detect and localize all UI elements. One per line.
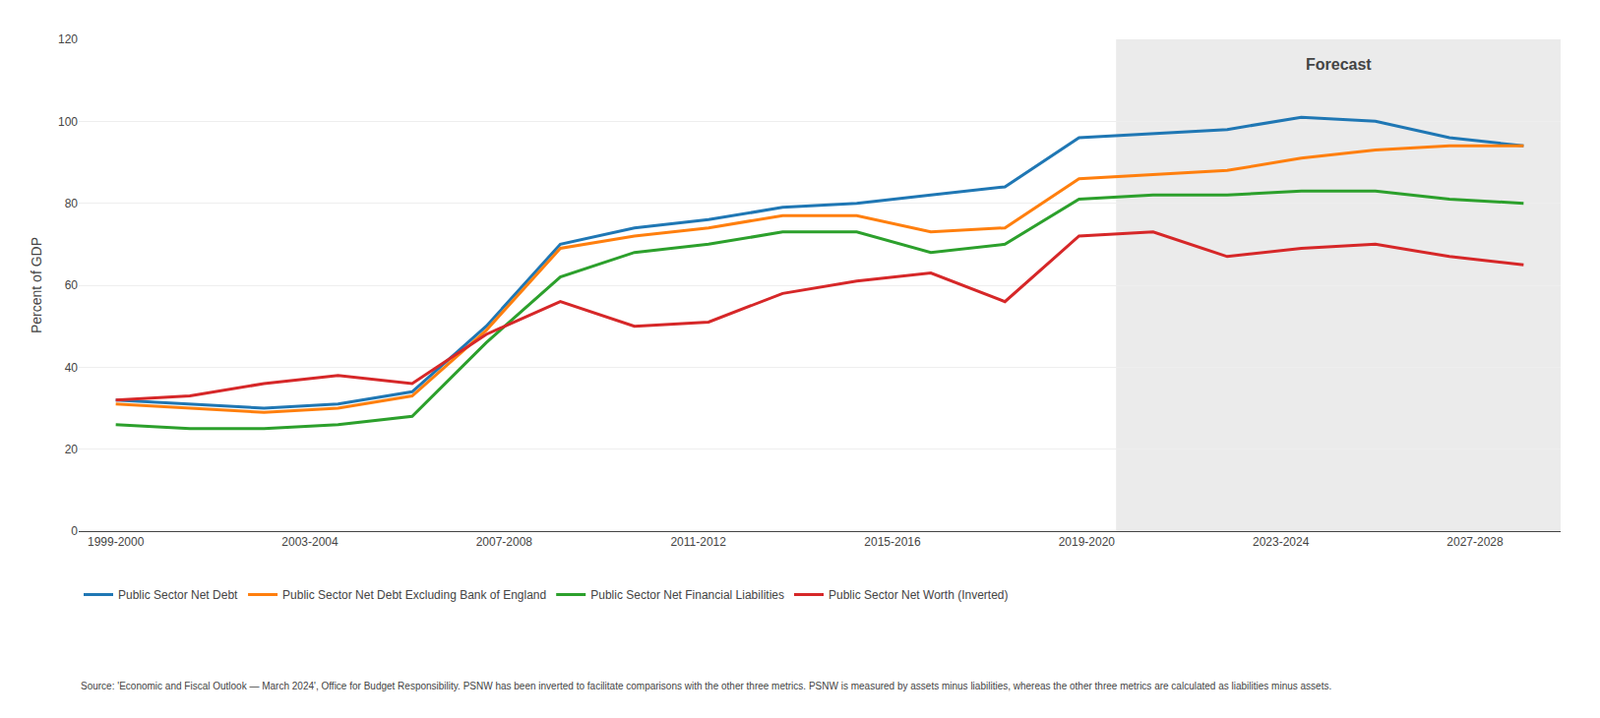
svg-text:20: 20: [64, 442, 79, 457]
svg-text:2003-2004: 2003-2004: [281, 535, 339, 550]
svg-text:Public Sector Net Financial Li: Public Sector Net Financial Liabilities: [590, 588, 785, 603]
svg-text:2019-2020: 2019-2020: [1058, 535, 1116, 550]
svg-text:60: 60: [64, 278, 79, 293]
svg-text:2015-2016: 2015-2016: [863, 535, 922, 550]
svg-text:0: 0: [70, 524, 78, 539]
svg-text:40: 40: [64, 361, 79, 375]
svg-text:2011-2012: 2011-2012: [670, 535, 727, 550]
svg-text:Forecast: Forecast: [1305, 56, 1372, 73]
svg-text:Public Sector Net Debt: Public Sector Net Debt: [118, 588, 239, 603]
svg-text:2027-2028: 2027-2028: [1446, 535, 1504, 550]
svg-text:1999-2000: 1999-2000: [87, 535, 145, 550]
svg-text:80: 80: [64, 196, 79, 211]
svg-text:120: 120: [58, 32, 78, 47]
svg-text:2023-2024: 2023-2024: [1252, 535, 1310, 550]
svg-text:Public Sector Net Debt Excludi: Public Sector Net Debt Excluding Bank of…: [282, 588, 547, 603]
svg-text:100: 100: [58, 115, 78, 129]
svg-text:2007-2008: 2007-2008: [476, 535, 534, 550]
svg-text:Public Sector Net Worth (Inver: Public Sector Net Worth (Inverted): [828, 588, 1009, 603]
svg-text:Source: 'Economic and Fiscal O: Source: 'Economic and Fiscal Outlook — M…: [80, 680, 1332, 692]
svg-text:Percent of GDP: Percent of GDP: [28, 237, 45, 334]
